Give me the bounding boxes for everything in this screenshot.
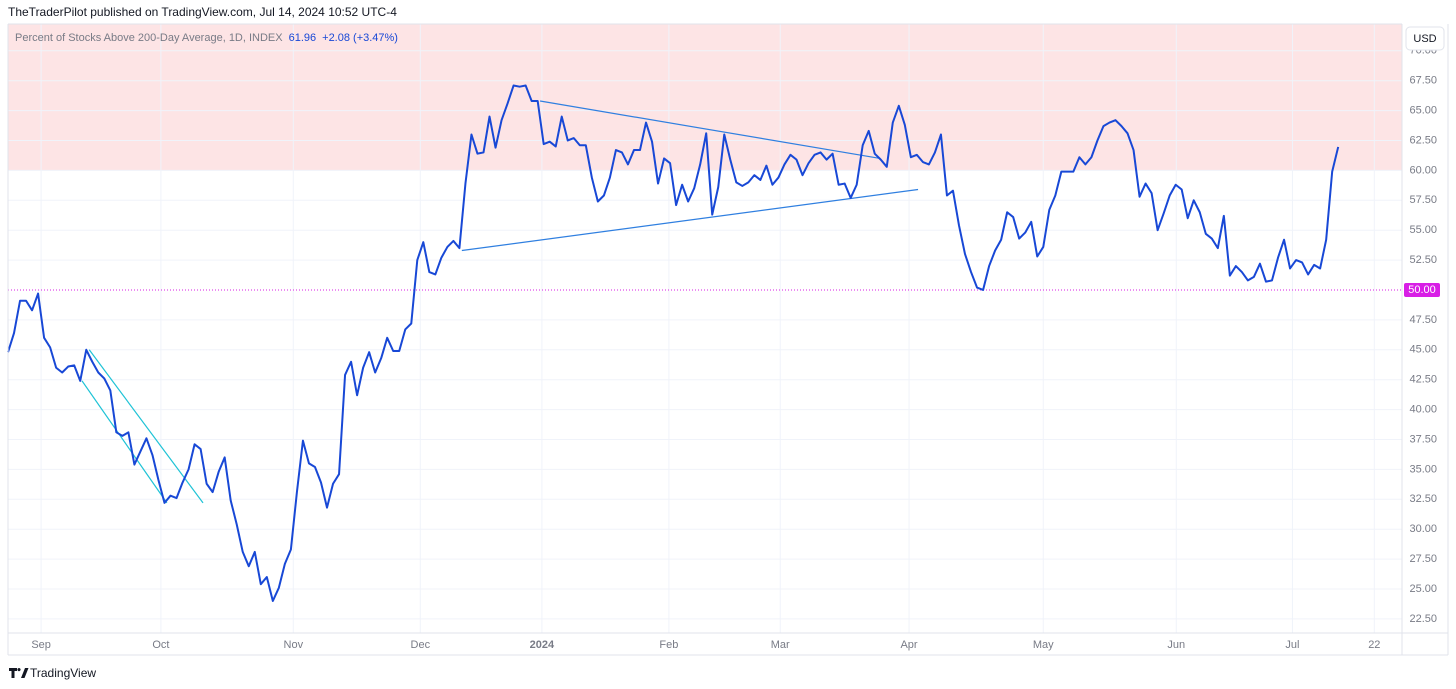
y-tick-label: 67.50 <box>1409 75 1437 87</box>
x-tick-label: Feb <box>659 639 678 651</box>
marks-layer <box>7 84 1402 602</box>
header: TheTraderPilot published on TradingView.… <box>8 5 397 19</box>
y-tick-label: 30.00 <box>1409 523 1437 535</box>
shaded-zone <box>8 24 1402 171</box>
y-tick-label: 55.00 <box>1409 224 1437 236</box>
trend-line <box>461 188 919 252</box>
zone-layer <box>8 24 1402 171</box>
x-tick-label: Sep <box>31 639 51 651</box>
y-tick-label: 62.50 <box>1409 134 1437 146</box>
y-tick-label: 27.50 <box>1409 553 1437 565</box>
x-tick-label: Oct <box>152 639 169 651</box>
y-tick-label: 40.00 <box>1409 403 1437 415</box>
series-line <box>7 84 1340 602</box>
x-tick-label: Dec <box>411 639 431 651</box>
x-tick-label: 22 <box>1368 639 1380 651</box>
legend-change: +2.08 (+3.47%) <box>322 32 398 44</box>
price-line-label: 50.00 <box>1408 284 1436 296</box>
y-tick-label: 37.50 <box>1409 433 1437 445</box>
x-tick-label: Nov <box>284 639 304 651</box>
trend-line <box>539 100 881 160</box>
x-tick-label: Mar <box>771 639 790 651</box>
x-tick-label: May <box>1033 639 1054 651</box>
y-tick-label: 60.00 <box>1409 164 1437 176</box>
trend-line <box>81 380 168 504</box>
y-tick-label: 22.50 <box>1409 613 1437 625</box>
y-tick-label: 47.50 <box>1409 314 1437 326</box>
x-tick-label: 2024 <box>530 639 555 651</box>
y-tick-label: 52.50 <box>1409 254 1437 266</box>
brand-logo <box>9 668 29 678</box>
y-tick-label: 32.50 <box>1409 493 1437 505</box>
logo-mark <box>9 668 29 678</box>
grid-layer <box>8 24 1402 633</box>
y-tick-label: 42.50 <box>1409 374 1437 386</box>
x-tick-label: Jun <box>1167 639 1185 651</box>
price-line-label-box <box>1404 282 1440 297</box>
y-tick-label: 57.50 <box>1409 194 1437 206</box>
currency[interactable]: USD <box>1413 33 1436 45</box>
y-tick-label: 65.00 <box>1409 104 1437 116</box>
footer-brand: TradingView <box>30 666 96 680</box>
y-tick-label: 35.00 <box>1409 463 1437 475</box>
y-tick-label: 25.00 <box>1409 583 1437 595</box>
legend-value: 61.96 <box>289 32 317 44</box>
legend-title: Percent of Stocks Above 200-Day Average,… <box>15 32 283 44</box>
x-tick-label: Apr <box>900 639 917 651</box>
currency-box[interactable] <box>1405 26 1445 51</box>
text-layer: 22.50 25.00 27.50 30.00 32.50 35.00 37.50 40.00… <box>15 32 1440 651</box>
y-tick-label: 45.00 <box>1409 344 1437 356</box>
x-tick-label: Jul <box>1285 639 1299 651</box>
